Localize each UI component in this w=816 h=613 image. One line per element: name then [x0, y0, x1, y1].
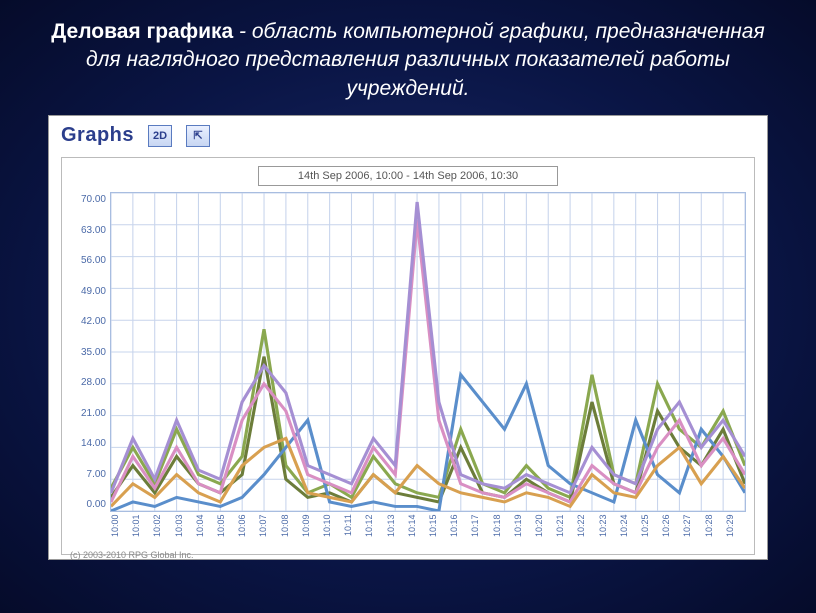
- x-tick-label: 10:28: [704, 514, 725, 546]
- x-tick-label: 10:25: [640, 514, 661, 546]
- x-tick-label: 10:10: [322, 514, 343, 546]
- y-axis: 70.00 63.00 56.00 49.00 42.00 35.00 28.00 21.00…: [70, 192, 110, 512]
- expand-button[interactable]: ⇱: [186, 125, 210, 147]
- x-tick-label: 10:11: [343, 514, 364, 546]
- x-tick-label: 10:15: [428, 514, 449, 546]
- slide-title: Деловая графика - область компьютерной г…: [0, 0, 816, 115]
- graphs-label: Graphs: [61, 124, 134, 147]
- 2d-button[interactable]: 2D: [148, 125, 172, 147]
- x-tick-label: 10:29: [725, 514, 746, 546]
- x-tick-label: 10:22: [576, 514, 597, 546]
- x-tick-label: 10:19: [513, 514, 534, 546]
- x-tick-label: 10:14: [407, 514, 428, 546]
- y-tick-label: 28.00: [81, 377, 106, 388]
- x-tick-label: 10:05: [216, 514, 237, 546]
- series-olive: [111, 357, 745, 502]
- plot-wrap: 70.00 63.00 56.00 49.00 42.00 35.00 28.00 21.00…: [70, 192, 746, 512]
- graphs-panel: Graphs 2D ⇱ 14th Sep 2006, 10:00 - 14th …: [48, 115, 768, 560]
- x-tick-label: 10:26: [661, 514, 682, 546]
- x-tick-label: 10:02: [152, 514, 173, 546]
- y-tick-label: 7.00: [87, 469, 106, 480]
- chart-container: 14th Sep 2006, 10:00 - 14th Sep 2006, 10…: [61, 157, 755, 555]
- x-tick-label: 10:18: [492, 514, 513, 546]
- x-tick-label: 10:27: [682, 514, 703, 546]
- y-tick-label: 70.00: [81, 194, 106, 205]
- y-tick-label: 35.00: [81, 347, 106, 358]
- series-violet: [111, 202, 745, 493]
- x-tick-label: 10:12: [364, 514, 385, 546]
- y-tick-label: 14.00: [81, 438, 106, 449]
- x-axis: 10:0010:0110:0210:0310:0410:0510:0610:07…: [110, 512, 746, 546]
- y-tick-label: 21.00: [81, 408, 106, 419]
- x-tick-label: 10:24: [619, 514, 640, 546]
- y-tick-label: 56.00: [81, 255, 106, 266]
- x-tick-label: 10:17: [470, 514, 491, 546]
- chart-svg: [111, 193, 745, 511]
- panel-header: Graphs 2D ⇱: [61, 124, 755, 153]
- x-tick-label: 10:09: [301, 514, 322, 546]
- x-tick-label: 10:13: [386, 514, 407, 546]
- x-tick-label: 10:07: [258, 514, 279, 546]
- y-tick-label: 49.00: [81, 286, 106, 297]
- x-tick-label: 10:03: [174, 514, 195, 546]
- title-bold: Деловая графика: [51, 20, 233, 43]
- x-tick-label: 10:04: [195, 514, 216, 546]
- series-pink: [111, 220, 745, 502]
- plot-area: [110, 192, 746, 512]
- x-tick-label: 10:23: [598, 514, 619, 546]
- y-tick-label: 63.00: [81, 225, 106, 236]
- x-tick-label: 10:01: [131, 514, 152, 546]
- x-tick-label: 10:06: [237, 514, 258, 546]
- x-tick-label: 10:20: [534, 514, 555, 546]
- x-tick-label: 10:08: [280, 514, 301, 546]
- x-tick-label: 10:21: [555, 514, 576, 546]
- x-tick-label: 10:00: [110, 514, 131, 546]
- y-tick-label: 0.00: [87, 499, 106, 510]
- copyright-text: (c) 2003-2010 RPG Global Inc.: [70, 546, 746, 560]
- y-tick-label: 42.00: [81, 316, 106, 327]
- date-range-box: 14th Sep 2006, 10:00 - 14th Sep 2006, 10…: [258, 166, 558, 186]
- x-tick-label: 10:16: [449, 514, 470, 546]
